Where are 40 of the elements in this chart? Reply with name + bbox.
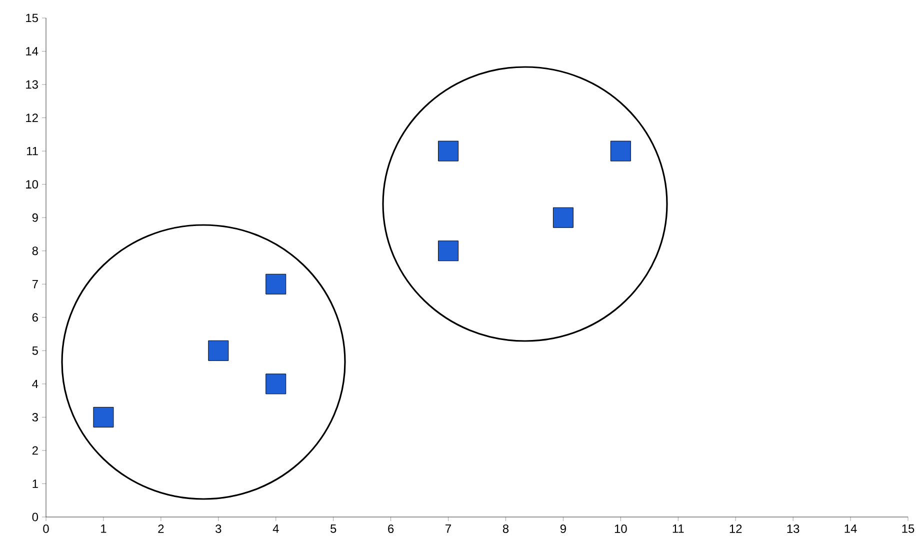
x-tick-label: 8: [502, 524, 509, 533]
y-tick-label: 8: [32, 246, 38, 256]
y-tick-label: 9: [32, 213, 38, 222]
x-tick-label: 1: [101, 524, 106, 533]
x-tick-label: 13: [787, 524, 800, 533]
x-tick-label: 15: [902, 524, 914, 533]
y-tick-label: 11: [26, 146, 38, 156]
x-tick-label: 5: [330, 524, 336, 533]
point: [266, 274, 286, 294]
y-tick-label: 12: [26, 114, 38, 122]
x-tick-label: 4: [272, 524, 279, 533]
point: [266, 374, 286, 394]
x-tick-label: 2: [158, 524, 164, 533]
x-tick-label: 10: [614, 524, 627, 533]
point: [438, 240, 459, 262]
y-tick-label: 14: [26, 47, 38, 56]
y-tick-label: 13: [26, 80, 38, 89]
y-tick-label: 15: [26, 14, 38, 22]
x-tick-label: 0: [43, 524, 49, 533]
y-tick-label: 6: [32, 313, 38, 322]
y-tick-label: 7: [32, 280, 38, 288]
point: [610, 140, 631, 162]
point: [208, 340, 229, 361]
x-tick-label: 7: [446, 524, 451, 533]
point: [438, 140, 459, 162]
x-tick-label: 11: [672, 524, 684, 533]
y-tick-label: 3: [32, 412, 38, 422]
y-tick-label: 10: [26, 180, 38, 189]
point: [93, 406, 114, 428]
x-tick-label: 6: [388, 524, 394, 533]
y-tick-label: 0: [32, 512, 38, 522]
y-tick-label: 5: [32, 346, 38, 355]
x-tick-label: 9: [560, 524, 566, 533]
y-tick-label: 1: [32, 480, 38, 488]
y-tick-label: 2: [32, 446, 38, 455]
x-tick-label: 12: [730, 524, 742, 533]
x-tick-label: 3: [216, 524, 222, 533]
x-tick-label: 14: [844, 524, 857, 533]
point: [552, 207, 574, 228]
y-tick-label: 4: [32, 380, 38, 388]
